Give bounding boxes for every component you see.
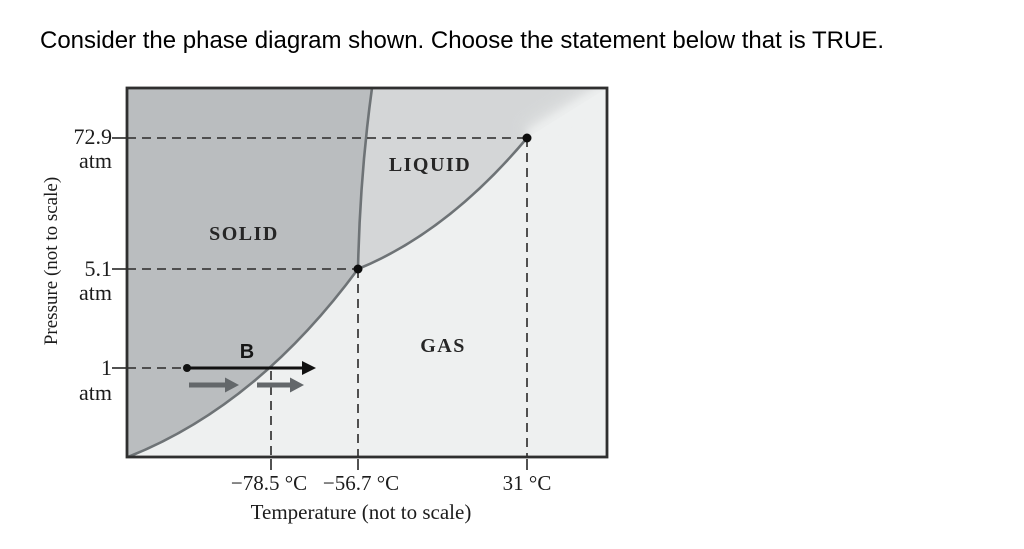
liquid-region-label: LIQUID	[388, 154, 472, 176]
path-b-arrow	[183, 361, 316, 375]
y-axis-label: Pressure (not to scale)	[41, 176, 62, 346]
question-text: Consider the phase diagram shown. Choose…	[40, 27, 885, 54]
gas-region-label: GAS	[420, 335, 466, 357]
x-tick-minus-56-7: −56.7 °C	[322, 471, 400, 495]
y-tick-72-9: 72.9	[73, 124, 113, 149]
plot-border	[125, 86, 609, 459]
path-b-start-dot	[183, 364, 191, 372]
vaporization-curve	[356, 136, 529, 271]
liquid-region	[358, 88, 607, 269]
y-tick-1-unit: atm	[79, 380, 112, 405]
sublimation-curve	[127, 267, 360, 457]
y-tick-5-1: 5.1	[84, 256, 113, 281]
y-axis-ticks	[112, 137, 126, 369]
x-tick-minus-78-5: −78.5 °C	[230, 471, 308, 495]
solid-region-label: SOLID	[209, 223, 279, 245]
gray-arrow-solid-side	[189, 377, 239, 393]
supercritical-fade	[526, 88, 607, 141]
x-tick-31: 31 °C	[502, 471, 552, 495]
melting-curve	[356, 88, 374, 271]
y-tick-5-1-unit: atm	[79, 280, 112, 305]
y-tick-1: 1	[101, 355, 112, 380]
critical-point-dot	[522, 133, 532, 143]
triple-point-dot	[353, 264, 363, 274]
gray-arrow-gas-side	[257, 377, 304, 393]
x-axis-label: Temperature (not to scale)	[250, 500, 472, 524]
y-tick-72-9-unit: atm	[79, 148, 112, 173]
x-axis-ticks	[270, 459, 528, 470]
path-b-label: B	[239, 341, 255, 363]
